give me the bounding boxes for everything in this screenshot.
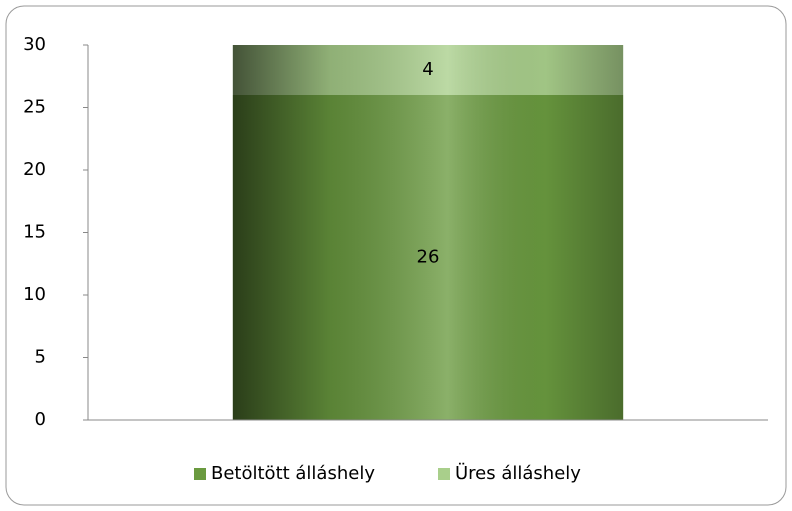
y-tick-label: 0 bbox=[35, 409, 46, 430]
legend-label: Betöltött álláshely bbox=[211, 463, 375, 484]
data-label: 26 bbox=[417, 247, 440, 268]
y-tick-label: 10 bbox=[23, 284, 46, 305]
y-tick-label: 5 bbox=[35, 347, 46, 368]
y-tick-label: 20 bbox=[23, 159, 46, 180]
data-label: 4 bbox=[422, 59, 433, 80]
legend-label: Üres álláshely bbox=[455, 462, 581, 484]
y-tick-label: 15 bbox=[23, 222, 46, 243]
y-tick-label: 25 bbox=[23, 97, 46, 118]
y-tick-label: 30 bbox=[23, 34, 46, 55]
legend-swatch bbox=[194, 468, 206, 480]
legend-swatch bbox=[438, 468, 450, 480]
